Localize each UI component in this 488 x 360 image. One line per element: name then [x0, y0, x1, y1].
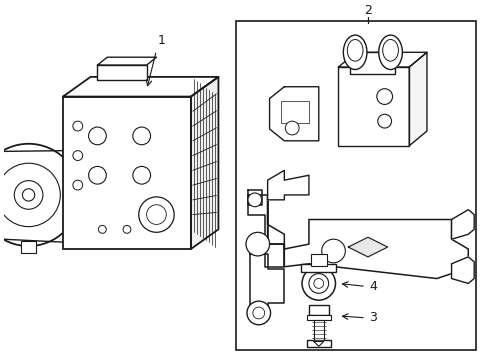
Text: 3: 3: [368, 311, 376, 324]
Circle shape: [302, 267, 335, 300]
Circle shape: [252, 307, 264, 319]
Circle shape: [22, 189, 35, 201]
Polygon shape: [313, 342, 323, 346]
Circle shape: [247, 193, 261, 207]
Text: 2: 2: [363, 4, 371, 18]
Polygon shape: [247, 195, 284, 267]
Circle shape: [133, 166, 150, 184]
Circle shape: [245, 232, 269, 256]
Polygon shape: [450, 210, 473, 239]
Polygon shape: [269, 87, 318, 141]
Circle shape: [98, 225, 106, 233]
Circle shape: [133, 127, 150, 145]
Circle shape: [88, 127, 106, 145]
Circle shape: [73, 151, 82, 161]
Circle shape: [73, 121, 82, 131]
Bar: [20, 241, 37, 253]
Polygon shape: [97, 57, 156, 65]
Polygon shape: [408, 52, 426, 146]
Polygon shape: [267, 170, 308, 200]
Circle shape: [0, 144, 80, 246]
Bar: [306, 339, 330, 347]
Bar: [97, 65, 146, 80]
Ellipse shape: [346, 40, 362, 61]
Bar: [310, 254, 326, 266]
Circle shape: [123, 225, 131, 233]
Ellipse shape: [378, 35, 402, 69]
Polygon shape: [249, 254, 284, 316]
Polygon shape: [267, 195, 468, 279]
Text: 1: 1: [157, 34, 165, 47]
Polygon shape: [190, 77, 218, 249]
Polygon shape: [63, 77, 218, 96]
Circle shape: [146, 205, 166, 224]
Circle shape: [73, 180, 82, 190]
Circle shape: [88, 166, 106, 184]
Circle shape: [313, 279, 323, 288]
Bar: [313, 320, 323, 342]
Text: 4: 4: [368, 280, 376, 293]
Circle shape: [0, 163, 60, 227]
Circle shape: [246, 301, 270, 325]
Circle shape: [139, 197, 174, 232]
Bar: [306, 315, 330, 320]
Bar: [236, 21, 475, 350]
Ellipse shape: [343, 35, 366, 69]
Circle shape: [308, 274, 328, 293]
Bar: [308, 305, 328, 315]
Circle shape: [321, 239, 345, 263]
Ellipse shape: [382, 40, 398, 61]
Polygon shape: [347, 237, 387, 257]
Circle shape: [377, 114, 391, 128]
Polygon shape: [247, 190, 261, 205]
Bar: [338, 67, 408, 146]
Polygon shape: [450, 257, 473, 283]
Bar: [349, 52, 395, 74]
Bar: [301, 264, 336, 272]
Bar: [63, 96, 190, 249]
Circle shape: [376, 89, 392, 104]
Circle shape: [14, 181, 43, 209]
Circle shape: [285, 121, 299, 135]
Polygon shape: [338, 52, 426, 67]
Bar: [281, 102, 308, 123]
